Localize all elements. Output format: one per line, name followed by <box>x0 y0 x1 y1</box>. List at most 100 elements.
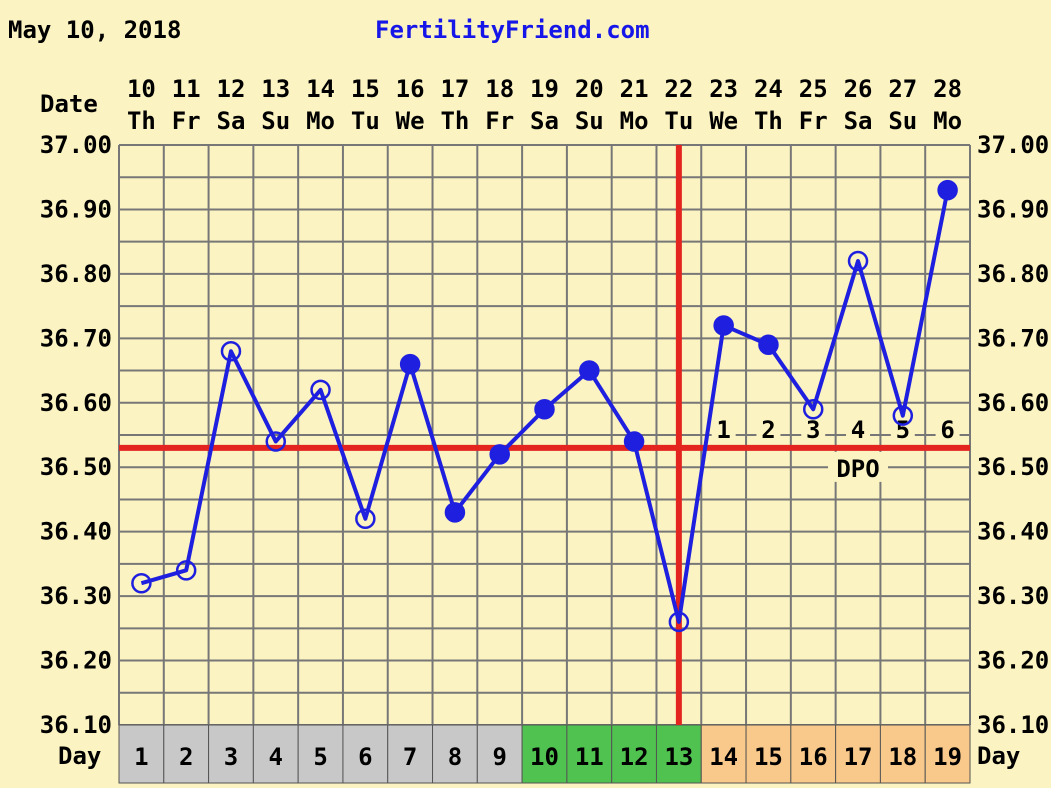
dpo-number-bg <box>756 414 781 443</box>
cycle-day-label: 10 <box>530 743 559 771</box>
temperature-point-filled <box>579 360 600 381</box>
y-tick-label-left: 36.80 <box>40 260 112 288</box>
weekday-label: Sa <box>217 107 246 135</box>
cycle-day-cell <box>924 724 971 784</box>
weekday-label: Su <box>888 107 917 135</box>
cycle-day-cell <box>700 724 747 784</box>
weekday-label: Fr <box>799 107 828 135</box>
cycle-day-cell <box>297 724 344 784</box>
date-label: 18 <box>485 75 514 103</box>
cycle-day-cell <box>208 724 254 784</box>
date-label: 22 <box>664 75 693 103</box>
weekday-label: Th <box>440 107 469 135</box>
temperature-point-open <box>802 398 824 420</box>
weekday-label: Fr <box>172 107 201 135</box>
temperature-point-filled <box>444 502 466 523</box>
cycle-day-label: 19 <box>933 743 962 771</box>
y-tick-label-right: 37.00 <box>977 131 1049 159</box>
dpo-label: DPO <box>836 455 879 483</box>
temperature-point-filled <box>937 179 958 201</box>
temperature-point-open <box>265 431 287 452</box>
cycle-day-label: 9 <box>492 743 506 771</box>
y-tick-label-left: 36.90 <box>40 195 112 223</box>
cycle-day-cell <box>879 724 926 784</box>
cycle-day-label: 4 <box>269 743 283 771</box>
cycle-day-label: 15 <box>754 743 783 771</box>
cycle-day-cell <box>432 724 478 784</box>
temperature-point-filled <box>399 353 421 375</box>
temperature-point-filled <box>623 431 645 452</box>
date-label: 12 <box>217 75 246 103</box>
day-row-label-right: Day <box>977 742 1021 770</box>
cycle-day-label: 1 <box>134 743 148 771</box>
date-label: 24 <box>754 75 783 103</box>
dpo-number: 6 <box>940 416 954 444</box>
date-label: 10 <box>127 75 156 103</box>
y-tick-label-right: 36.40 <box>977 518 1049 546</box>
y-tick-label-left: 36.30 <box>40 582 112 610</box>
y-tick-label-left: 36.40 <box>40 518 112 546</box>
cycle-day-label: 8 <box>448 743 462 771</box>
cycle-day-label: 16 <box>799 743 828 771</box>
day-row-label-left: Day <box>58 742 102 770</box>
cycle-day-cell <box>611 724 657 784</box>
date-label: 14 <box>306 75 335 103</box>
weekday-label: Su <box>261 107 290 135</box>
site-name[interactable]: FertilityFriend.com <box>375 16 650 44</box>
weekday-label: Sa <box>844 107 873 135</box>
y-tick-label-right: 36.50 <box>977 453 1049 481</box>
dpo-number: 1 <box>716 416 730 444</box>
date-label: 21 <box>620 75 649 103</box>
weekday-label: Fr <box>485 107 514 135</box>
dpo-number-bg <box>935 414 960 443</box>
y-tick-label-right: 36.20 <box>977 647 1049 675</box>
temperature-point-filled <box>534 398 555 420</box>
temperature-point-open <box>175 560 197 581</box>
dpo-number: 2 <box>761 416 775 444</box>
cycle-day-label: 5 <box>313 743 327 771</box>
y-tick-label-left: 36.10 <box>40 711 112 739</box>
date-label: 19 <box>530 75 559 103</box>
temperature-point-filled <box>758 334 779 356</box>
date-label: 16 <box>396 75 425 103</box>
cycle-day-label: 18 <box>888 743 917 771</box>
cycle-day-label: 12 <box>620 743 649 771</box>
temperature-point-open <box>220 340 242 362</box>
weekday-label: Tu <box>351 107 380 135</box>
weekday-label: Th <box>127 107 156 135</box>
cycle-day-cell <box>476 724 523 784</box>
y-tick-label-left: 36.60 <box>40 389 112 417</box>
dpo-number: 5 <box>896 416 910 444</box>
y-tick-label-right: 36.60 <box>977 389 1049 417</box>
cycle-day-cell <box>387 724 434 784</box>
weekday-label: Th <box>754 107 783 135</box>
temperature-point-open <box>892 405 914 426</box>
cycle-day-label: 14 <box>709 743 738 771</box>
date-label: 17 <box>440 75 469 103</box>
dpo-number: 3 <box>806 416 820 444</box>
cycle-day-cell <box>342 724 389 784</box>
cycle-day-cell <box>566 724 613 784</box>
temperature-point-filled <box>713 315 734 336</box>
weekday-label: Su <box>575 107 604 135</box>
y-tick-label-left: 36.50 <box>40 453 112 481</box>
date-label: 20 <box>575 75 604 103</box>
dpo-number: 4 <box>851 416 865 444</box>
cycle-day-cell <box>655 724 702 784</box>
weekday-label: We <box>709 107 738 135</box>
temperature-point-open <box>310 379 331 401</box>
y-tick-label-right: 36.30 <box>977 582 1049 610</box>
y-tick-label-left: 36.20 <box>40 647 112 675</box>
date-label: 27 <box>888 75 917 103</box>
y-tick-label-right: 36.80 <box>977 260 1049 288</box>
dpo-label-bg <box>828 451 889 482</box>
weekday-label: We <box>396 107 425 135</box>
date-label: 13 <box>261 75 290 103</box>
temperature-point-open <box>668 611 690 633</box>
weekday-label: Mo <box>933 107 962 135</box>
y-tick-label-right: 36.90 <box>977 195 1049 223</box>
cycle-day-label: 3 <box>224 743 238 771</box>
weekday-label: Sa <box>530 107 559 135</box>
